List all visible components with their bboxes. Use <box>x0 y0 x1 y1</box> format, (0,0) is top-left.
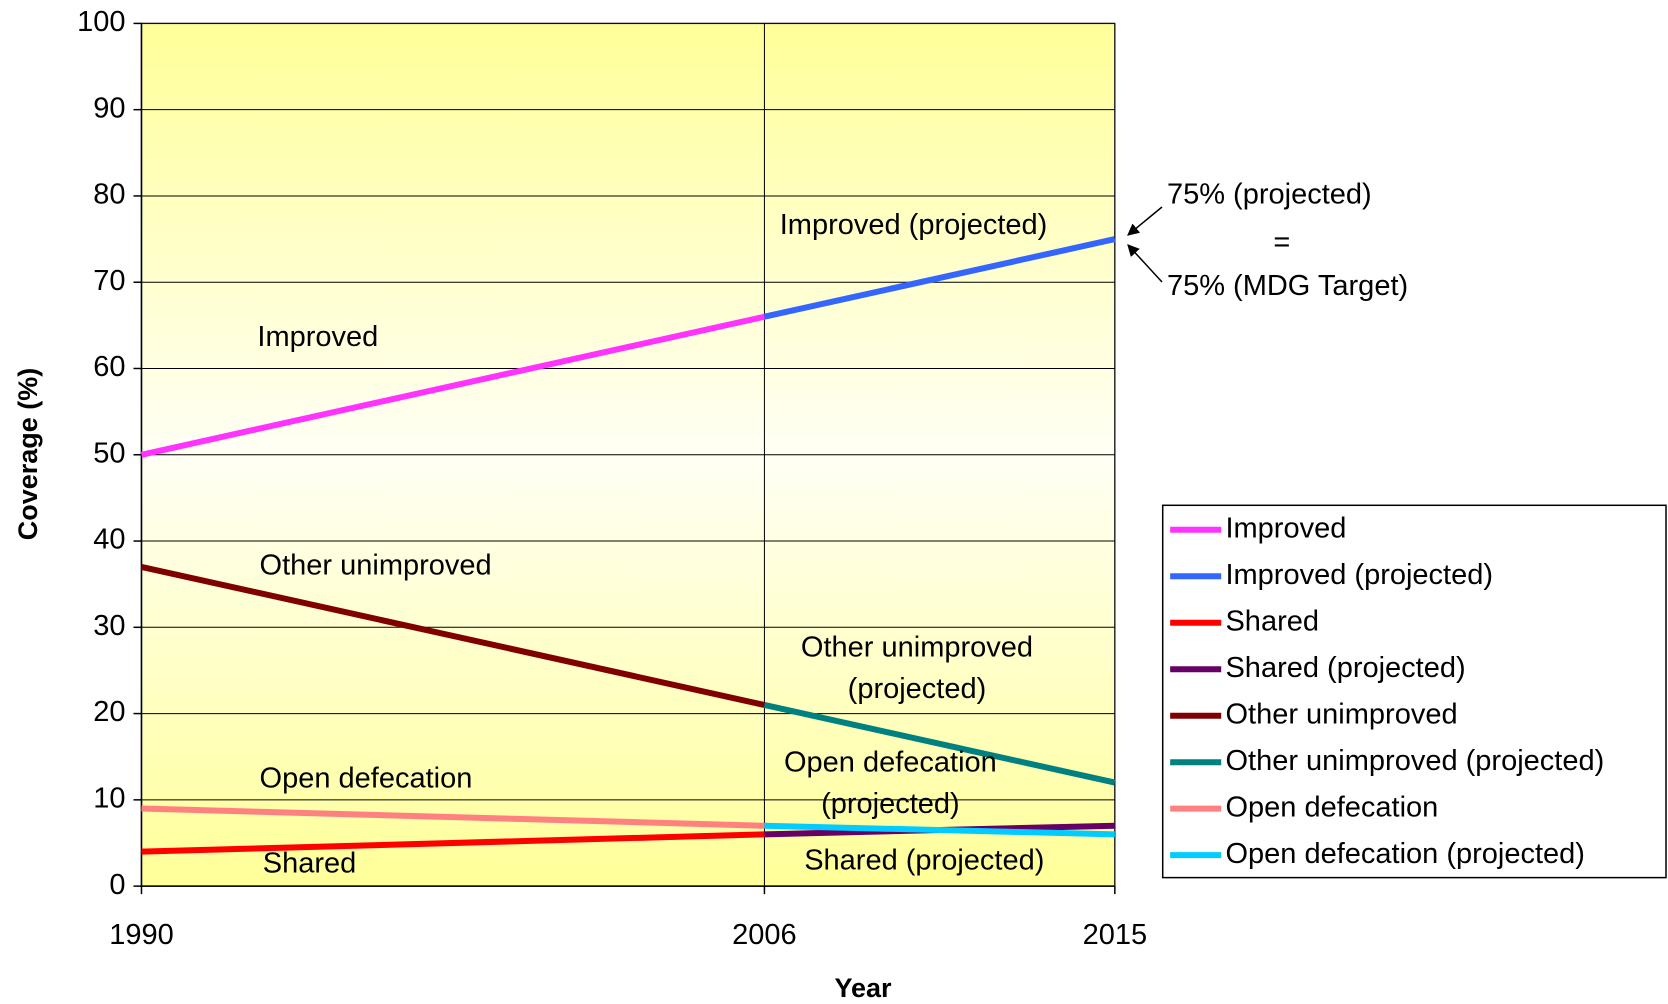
y-axis-title: Coverage (%) <box>13 368 43 541</box>
annotation: Improved (projected) <box>780 209 1048 241</box>
x-tick-label: 2006 <box>732 919 797 951</box>
legend-label: Open defecation (projected) <box>1225 838 1585 870</box>
annotation: = <box>1273 226 1290 258</box>
x-tick-label: 1990 <box>109 919 174 951</box>
annotation: 75% (MDG Target) <box>1167 270 1408 302</box>
y-tick-label: 100 <box>77 6 125 38</box>
annotation: Open defecation <box>784 746 997 778</box>
y-tick-label: 40 <box>93 524 125 556</box>
annotation-arrows <box>1127 206 1163 283</box>
series-line <box>763 702 1116 786</box>
y-tick-label: 60 <box>93 351 125 383</box>
legend-label: Shared (projected) <box>1225 652 1465 684</box>
x-axis-title: Year <box>834 973 892 1003</box>
annotation: (projected) <box>848 673 987 705</box>
annotation: Open defecation <box>260 762 473 794</box>
legend-label: Improved <box>1225 512 1346 544</box>
series-line <box>141 831 765 855</box>
annotation: Other unimproved <box>260 550 492 582</box>
y-tick-label: 90 <box>93 92 125 124</box>
series-line <box>764 822 1115 838</box>
y-tick-label: 80 <box>93 179 125 211</box>
y-tick-label: 30 <box>93 610 125 642</box>
series-line <box>140 563 766 708</box>
y-tick-label: 10 <box>93 783 125 815</box>
annotation: 75% (projected) <box>1167 178 1372 210</box>
legend-label: Other unimproved (projected) <box>1225 745 1604 777</box>
legend-label: Improved (projected) <box>1225 559 1493 591</box>
annotation: Shared <box>263 848 357 880</box>
annotation: (projected) <box>821 788 960 820</box>
annotation: Improved <box>257 321 378 353</box>
series-line <box>141 805 765 829</box>
series-line <box>140 313 766 458</box>
legend-label: Shared <box>1225 605 1319 637</box>
series-line <box>763 236 1116 320</box>
x-tick-label: 2015 <box>1083 919 1148 951</box>
legend-label: Other unimproved <box>1225 698 1457 730</box>
annotation: Shared (projected) <box>804 844 1044 876</box>
y-tick-label: 50 <box>93 437 125 469</box>
y-tick-label: 70 <box>93 265 125 297</box>
y-tick-label: 0 <box>109 869 125 901</box>
y-tick-label: 20 <box>93 696 125 728</box>
annotation: Other unimproved <box>801 632 1033 664</box>
legend-box <box>1161 504 1667 879</box>
legend-label: Open defecation <box>1225 791 1438 823</box>
